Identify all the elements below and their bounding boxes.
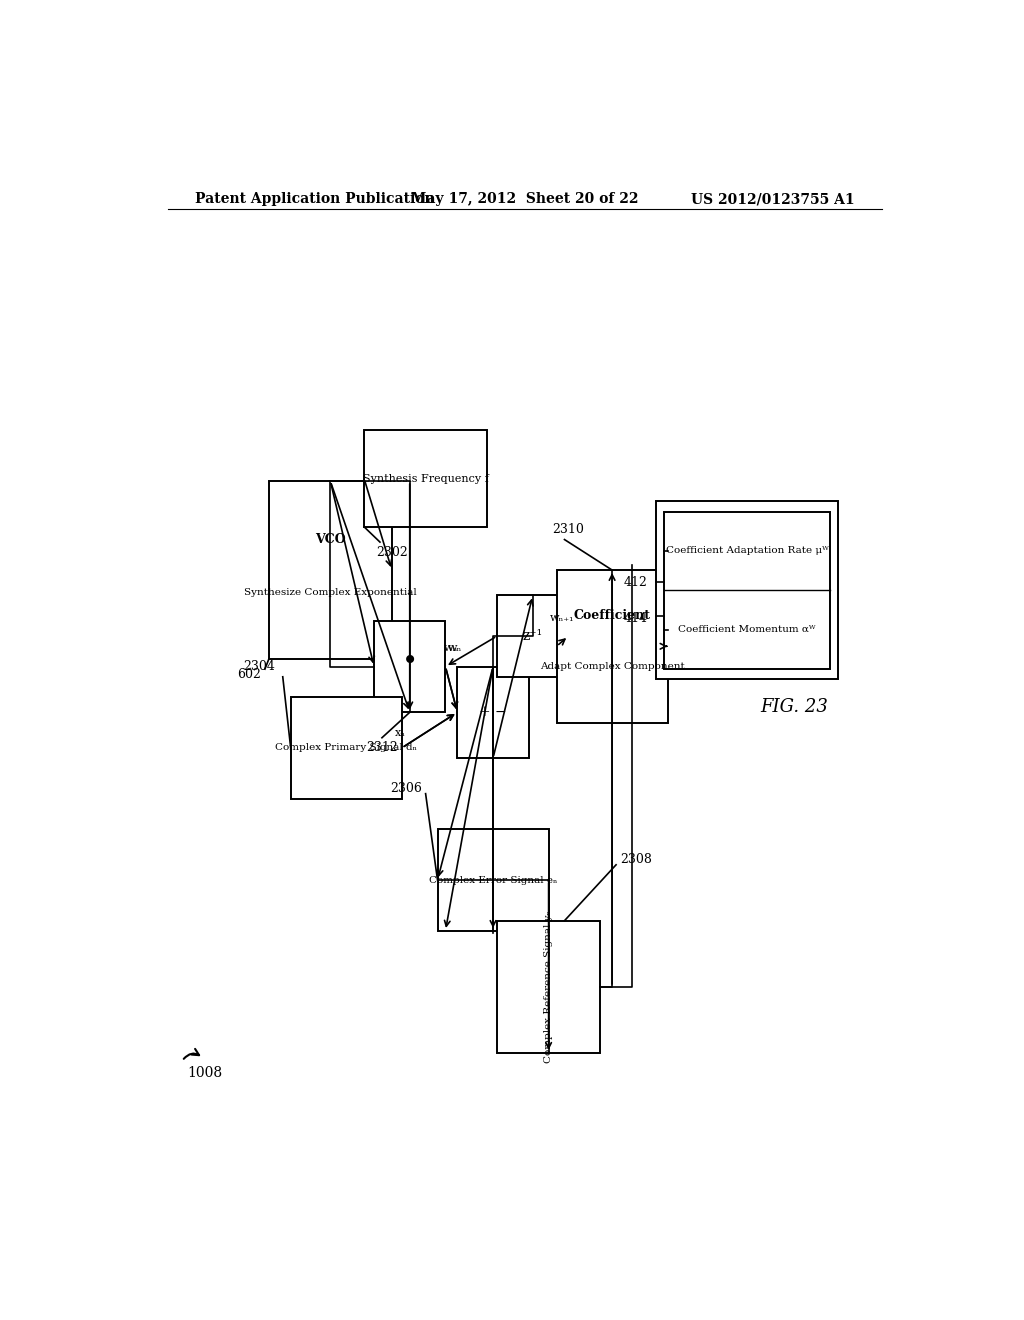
Text: FIG. 23: FIG. 23 <box>761 698 828 717</box>
Bar <box>374 620 445 713</box>
Text: May 17, 2012  Sheet 20 of 22: May 17, 2012 Sheet 20 of 22 <box>411 191 639 206</box>
Bar <box>497 921 600 1053</box>
Text: Coefficient Momentum αᵂ: Coefficient Momentum αᵂ <box>678 626 816 634</box>
Text: •: • <box>401 649 418 676</box>
Bar <box>497 595 568 677</box>
Text: 2302: 2302 <box>376 545 408 558</box>
Bar <box>269 480 392 659</box>
Text: wₙ₊₁: wₙ₊₁ <box>550 612 574 623</box>
Text: wₙ: wₙ <box>444 643 459 653</box>
Text: 2304: 2304 <box>243 660 275 673</box>
Text: Complex Error Signal eₙ: Complex Error Signal eₙ <box>429 875 557 884</box>
Bar <box>437 829 549 931</box>
Text: Complex Reference Signal yₙ: Complex Reference Signal yₙ <box>544 911 553 1063</box>
Text: 602: 602 <box>237 668 261 681</box>
Bar <box>458 667 528 758</box>
Text: Coefficient: Coefficient <box>573 610 650 622</box>
Text: Synthesize Complex Exponential: Synthesize Complex Exponential <box>244 587 417 597</box>
Text: Coefficient Adaptation Rate μᵂ: Coefficient Adaptation Rate μᵂ <box>666 546 828 556</box>
Bar <box>664 512 830 669</box>
Text: Patent Application Publication: Patent Application Publication <box>196 191 435 206</box>
Text: xₙ: xₙ <box>394 727 406 738</box>
Bar <box>365 430 487 527</box>
Bar <box>557 570 668 722</box>
Text: wₙ: wₙ <box>449 643 463 653</box>
Text: VCO: VCO <box>315 533 346 546</box>
Text: 2308: 2308 <box>620 853 652 866</box>
Text: Adapt Complex Component: Adapt Complex Component <box>540 663 684 671</box>
Text: 1008: 1008 <box>187 1067 222 1080</box>
Text: US 2012/0123755 A1: US 2012/0123755 A1 <box>690 191 854 206</box>
Bar <box>291 697 401 799</box>
Bar <box>655 502 839 680</box>
Text: 2310: 2310 <box>553 523 585 536</box>
Text: z⁻¹: z⁻¹ <box>522 630 543 643</box>
Text: + −: + − <box>479 705 507 719</box>
Text: Complex Primary Signal dₙ: Complex Primary Signal dₙ <box>275 743 417 752</box>
Text: 414: 414 <box>624 612 648 626</box>
Text: 2312: 2312 <box>367 742 398 755</box>
Text: Synthesis Frequency f: Synthesis Frequency f <box>362 474 488 483</box>
Text: 412: 412 <box>624 576 648 589</box>
Text: 2306: 2306 <box>390 781 422 795</box>
